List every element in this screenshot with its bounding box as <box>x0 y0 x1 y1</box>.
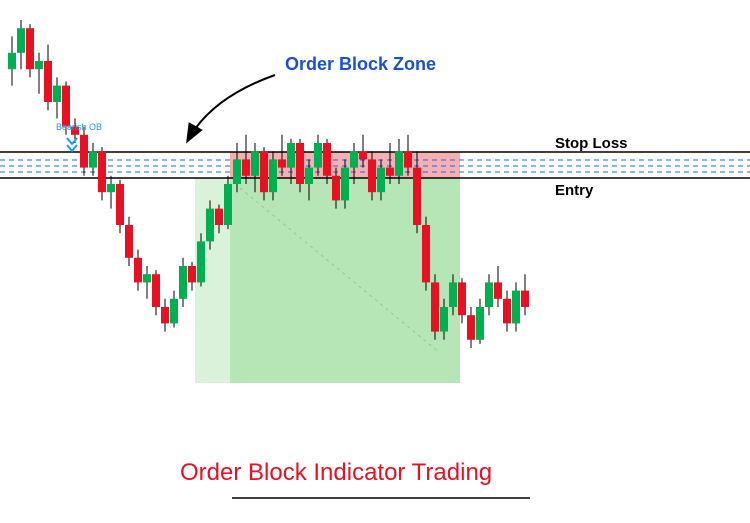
candle-body <box>413 168 421 225</box>
candle-body <box>170 299 178 324</box>
candle-body <box>233 159 241 184</box>
candle-body <box>89 151 97 167</box>
candle-body <box>8 53 16 69</box>
candle-body <box>476 307 484 340</box>
candle-body <box>287 143 295 168</box>
candle-body <box>431 282 439 331</box>
candle-body <box>251 151 259 176</box>
candle-body <box>395 151 403 176</box>
candle-body <box>314 143 322 168</box>
candle-body <box>179 266 187 299</box>
candle-body <box>485 282 493 307</box>
bearish_ob-label: Bearish OB <box>56 122 102 132</box>
order-block-chart: Order Block Zone Stop Loss Entry Bearish OB… <box>0 0 750 523</box>
candle-body <box>188 266 196 282</box>
candle-body <box>422 225 430 282</box>
candle-body <box>107 184 115 192</box>
footer-label: Order Block Indicator Trading <box>180 459 492 486</box>
candle-body <box>323 143 331 176</box>
candle-body <box>512 291 520 324</box>
candle-body <box>143 274 151 282</box>
candle-body <box>296 143 304 184</box>
candle-body <box>224 184 232 225</box>
candle-body <box>467 315 475 340</box>
candle-body <box>386 168 394 176</box>
candle-body <box>368 159 376 192</box>
candle-body <box>359 151 367 159</box>
candle-body <box>17 28 25 53</box>
candle-body <box>440 307 448 332</box>
candle-body <box>260 151 268 192</box>
candle-body <box>404 151 412 167</box>
candle-body <box>377 168 385 193</box>
candle-body <box>305 168 313 184</box>
candle-body <box>35 61 43 69</box>
candle-body <box>116 184 124 225</box>
candle-body <box>125 225 133 258</box>
candle-body <box>449 282 457 307</box>
candle-body <box>278 159 286 167</box>
candle-body <box>161 307 169 323</box>
candle-body <box>215 209 223 225</box>
candle-body <box>206 209 214 242</box>
candle-body <box>332 176 340 201</box>
entry-label: Entry <box>555 182 594 199</box>
zone_title-label: Order Block Zone <box>285 54 436 74</box>
candle-body <box>521 291 529 307</box>
stop_loss-label: Stop Loss <box>555 135 628 152</box>
candle-body <box>503 299 511 324</box>
candle-body <box>44 61 52 102</box>
candle-body <box>197 241 205 282</box>
candle-body <box>242 159 250 175</box>
candle-body <box>98 151 106 192</box>
candle-body <box>134 258 142 283</box>
candle-body <box>152 274 160 307</box>
candle-body <box>494 282 502 298</box>
candle-body <box>350 151 358 167</box>
candle-body <box>80 135 88 168</box>
candle-body <box>62 86 70 127</box>
candle-body <box>458 282 466 315</box>
candle-body <box>269 159 277 192</box>
candle-body <box>53 86 61 102</box>
candle-body <box>341 168 349 201</box>
candle-body <box>26 28 34 69</box>
